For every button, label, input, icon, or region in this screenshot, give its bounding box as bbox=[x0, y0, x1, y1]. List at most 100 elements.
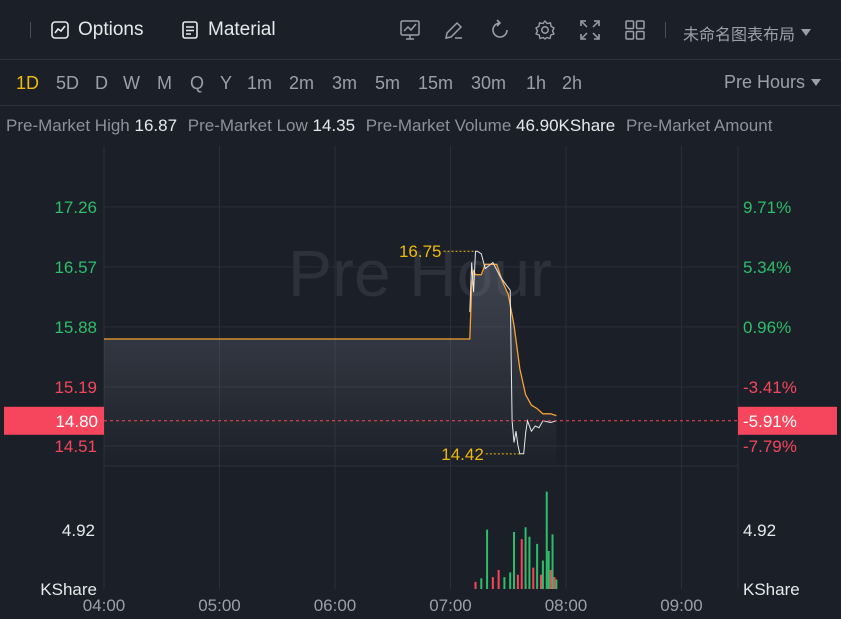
settings-button[interactable] bbox=[532, 17, 558, 43]
volume-bar bbox=[480, 578, 483, 589]
fullscreen-icon bbox=[580, 20, 600, 40]
timeframe-bar: 1D 5D D W M Q Y 1m 2m 3m 5m 15m 30m 1h 2… bbox=[0, 60, 841, 106]
price-tick-label: 15.19 bbox=[54, 378, 97, 397]
gear-icon bbox=[535, 20, 555, 40]
current-change-badge-bg bbox=[738, 406, 837, 435]
tab-timeframe-w[interactable]: W bbox=[123, 73, 140, 93]
refresh-button[interactable] bbox=[487, 17, 513, 43]
percent-tick-label: -3.41% bbox=[743, 378, 797, 397]
material-button[interactable]: Material bbox=[180, 18, 276, 42]
tab-timeframe-30m[interactable]: 30m bbox=[471, 73, 507, 93]
options-label: Options bbox=[78, 19, 144, 40]
percent-tick-label: -7.79% bbox=[743, 437, 797, 456]
volume-bar bbox=[536, 543, 539, 589]
volume-bar bbox=[553, 577, 556, 589]
time-tick-label: 05:00 bbox=[198, 596, 241, 615]
volume-bar bbox=[549, 570, 552, 589]
tick-price-line bbox=[469, 250, 557, 455]
volume-bar bbox=[555, 579, 558, 589]
session-dropdown[interactable]: Pre Hours bbox=[724, 72, 822, 93]
percent-tick-label: 5.34% bbox=[743, 258, 791, 277]
layout-grid-button[interactable] bbox=[622, 17, 648, 43]
high-value: 16.87 bbox=[134, 116, 178, 135]
low-value: 14.35 bbox=[312, 116, 356, 135]
chart-options-icon bbox=[51, 21, 69, 39]
price-tick-label: 14.51 bbox=[54, 437, 97, 456]
toolbar-divider bbox=[665, 22, 666, 38]
grid-layout-icon bbox=[625, 20, 645, 40]
percent-tick-label: 0.96% bbox=[743, 318, 791, 337]
volume-bar bbox=[551, 534, 554, 589]
amount-label: Pre-Market Amount bbox=[626, 116, 773, 135]
max-price-label: 16.75 bbox=[399, 242, 442, 261]
time-tick-label: 06:00 bbox=[314, 596, 357, 615]
volume-bar bbox=[516, 574, 519, 589]
tab-timeframe-2h[interactable]: 2h bbox=[562, 73, 583, 93]
volume-bars bbox=[474, 491, 558, 589]
top-toolbar: Options Material bbox=[0, 0, 841, 60]
tab-timeframe-2m[interactable]: 2m bbox=[289, 73, 315, 93]
tab-timeframe-1m[interactable]: 1m bbox=[247, 73, 273, 93]
tab-timeframe-15m[interactable]: 15m bbox=[418, 73, 454, 93]
options-button[interactable]: Options bbox=[50, 18, 143, 42]
caret-down-icon bbox=[801, 29, 812, 36]
fullscreen-button[interactable] bbox=[577, 17, 603, 43]
volume-bar bbox=[547, 551, 550, 589]
max-price-marker: 16.75 bbox=[399, 242, 476, 261]
indicator-button[interactable] bbox=[397, 17, 423, 43]
volume-label: Pre-Market Volume bbox=[365, 116, 512, 135]
volume-bar bbox=[520, 539, 523, 589]
min-price-label: 14.42 bbox=[441, 445, 484, 464]
volume-axis-right-value: 4.92 bbox=[743, 521, 776, 540]
tab-timeframe-q[interactable]: Q bbox=[190, 73, 205, 93]
volume-bar bbox=[474, 581, 477, 589]
time-axis: 04:00 05:00 06:00 07:00 08:00 09:00 bbox=[83, 596, 703, 615]
tab-timeframe-m[interactable]: M bbox=[157, 73, 172, 93]
volume-axis-left-value: 4.92 bbox=[62, 521, 95, 540]
current-price-badge-left: 14.80 bbox=[4, 406, 104, 435]
price-tick-label: 15.88 bbox=[54, 318, 97, 337]
volume-bar bbox=[503, 577, 506, 589]
volume-bar bbox=[541, 560, 544, 589]
volume-unit-right: KShare bbox=[743, 580, 800, 599]
current-price-badge-bg bbox=[4, 406, 104, 435]
current-price-value: 14.80 bbox=[55, 412, 98, 431]
session-label: Pre Hours bbox=[724, 72, 806, 92]
current-change-badge-right: -5.91% bbox=[738, 406, 837, 435]
refresh-icon bbox=[492, 19, 508, 38]
draw-button[interactable] bbox=[441, 17, 467, 43]
volume-value: 46.90KShare bbox=[516, 116, 616, 135]
time-tick-label: 09:00 bbox=[660, 596, 703, 615]
tab-timeframe-5d[interactable]: 5D bbox=[56, 73, 80, 93]
pre-market-stats-bar: Pre-Market High 16.87 Pre-Market Low 14.… bbox=[0, 106, 841, 146]
tab-timeframe-y[interactable]: Y bbox=[220, 73, 233, 93]
caret-down-icon bbox=[811, 78, 822, 86]
indicator-icon bbox=[400, 20, 420, 40]
percent-tick-label: 9.71% bbox=[743, 198, 791, 217]
volume-unit-left: KShare bbox=[40, 580, 97, 599]
tab-timeframe-5m[interactable]: 5m bbox=[375, 73, 401, 93]
current-change-value: -5.91% bbox=[743, 412, 797, 431]
price-tick-label: 17.26 bbox=[54, 198, 97, 217]
tab-timeframe-3m[interactable]: 3m bbox=[332, 73, 358, 93]
volume-bar bbox=[528, 536, 531, 589]
layout-name-dropdown[interactable]: 未命名图表布局 bbox=[683, 21, 812, 45]
volume-bar bbox=[539, 574, 542, 589]
price-axis-left: 17.26 16.57 15.88 15.19 14.51 bbox=[54, 198, 97, 456]
volume-bar bbox=[509, 572, 512, 589]
volume-bar bbox=[513, 532, 516, 589]
volume-bar bbox=[497, 570, 500, 589]
price-chart[interactable]: Pre Hour 16.75 14.42 17.2616.5715.8815.1… bbox=[0, 146, 841, 619]
min-price-marker: 14.42 bbox=[441, 445, 520, 464]
document-icon bbox=[182, 21, 198, 39]
layout-name-label: 未命名图表布局 bbox=[683, 27, 796, 44]
price-area-fill bbox=[104, 264, 557, 466]
low-label: Pre-Market Low bbox=[187, 116, 308, 135]
time-tick-label: 04:00 bbox=[83, 596, 126, 615]
tab-timeframe-d[interactable]: D bbox=[95, 73, 108, 93]
toolbar-divider bbox=[30, 22, 31, 38]
tab-timeframe-1h[interactable]: 1h bbox=[526, 73, 547, 93]
volume-bar bbox=[524, 527, 527, 589]
time-tick-label: 08:00 bbox=[545, 596, 588, 615]
tab-timeframe-1d[interactable]: 1D bbox=[16, 73, 40, 93]
